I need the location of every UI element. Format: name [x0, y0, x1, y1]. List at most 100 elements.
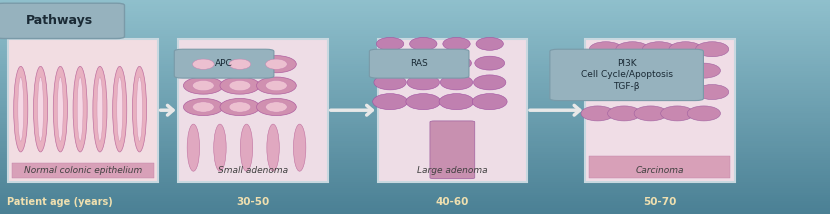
- Ellipse shape: [661, 106, 694, 121]
- Ellipse shape: [229, 102, 251, 112]
- Bar: [0, 0, 830, 2]
- Ellipse shape: [642, 42, 676, 57]
- Text: Normal colonic epithelium: Normal colonic epithelium: [24, 166, 142, 175]
- Bar: [0, 107, 830, 109]
- FancyBboxPatch shape: [174, 49, 274, 78]
- Bar: [0, 150, 830, 152]
- Ellipse shape: [117, 77, 123, 141]
- Ellipse shape: [229, 59, 251, 69]
- Bar: [0, 201, 830, 203]
- Ellipse shape: [214, 124, 226, 171]
- Ellipse shape: [581, 106, 614, 121]
- Ellipse shape: [77, 77, 83, 141]
- Ellipse shape: [373, 94, 408, 110]
- Bar: [0, 83, 830, 86]
- Ellipse shape: [441, 75, 473, 90]
- Bar: [0, 34, 830, 36]
- Ellipse shape: [669, 85, 702, 100]
- Ellipse shape: [696, 85, 729, 100]
- Ellipse shape: [475, 56, 505, 70]
- Ellipse shape: [294, 124, 306, 171]
- Ellipse shape: [472, 94, 507, 110]
- Bar: [0, 197, 830, 199]
- Ellipse shape: [193, 80, 214, 91]
- Bar: [0, 128, 830, 131]
- FancyBboxPatch shape: [585, 39, 735, 182]
- Bar: [0, 199, 830, 201]
- Ellipse shape: [476, 37, 504, 50]
- Bar: [0, 186, 830, 188]
- Bar: [0, 32, 830, 34]
- FancyBboxPatch shape: [178, 39, 328, 182]
- Bar: [0, 86, 830, 88]
- Bar: [0, 62, 830, 64]
- Bar: [0, 21, 830, 24]
- Bar: [0, 98, 830, 101]
- Bar: [0, 163, 830, 165]
- Bar: [0, 28, 830, 30]
- Ellipse shape: [608, 63, 641, 78]
- Bar: [0, 103, 830, 105]
- Bar: [0, 188, 830, 190]
- Ellipse shape: [266, 59, 287, 69]
- Ellipse shape: [97, 77, 103, 141]
- Bar: [0, 126, 830, 128]
- FancyBboxPatch shape: [550, 49, 704, 101]
- Ellipse shape: [220, 77, 260, 94]
- Bar: [0, 26, 830, 28]
- Text: Pathways: Pathways: [27, 14, 93, 27]
- Bar: [0, 96, 830, 98]
- Ellipse shape: [229, 80, 251, 91]
- FancyBboxPatch shape: [12, 163, 154, 178]
- Bar: [0, 60, 830, 62]
- Bar: [0, 124, 830, 126]
- Ellipse shape: [220, 98, 260, 116]
- Bar: [0, 143, 830, 146]
- FancyBboxPatch shape: [589, 156, 730, 178]
- Bar: [0, 101, 830, 103]
- Bar: [0, 118, 830, 120]
- Bar: [0, 152, 830, 154]
- Text: 40-60: 40-60: [436, 197, 469, 207]
- Ellipse shape: [642, 85, 676, 100]
- Bar: [0, 4, 830, 6]
- Bar: [0, 105, 830, 107]
- Bar: [0, 51, 830, 54]
- Ellipse shape: [256, 56, 296, 73]
- Bar: [0, 56, 830, 58]
- Ellipse shape: [581, 63, 614, 78]
- Bar: [0, 113, 830, 116]
- Bar: [0, 158, 830, 160]
- Ellipse shape: [408, 75, 440, 90]
- Ellipse shape: [608, 106, 641, 121]
- Ellipse shape: [256, 77, 296, 94]
- Ellipse shape: [474, 75, 506, 90]
- Ellipse shape: [410, 37, 437, 50]
- Ellipse shape: [687, 106, 720, 121]
- FancyBboxPatch shape: [0, 3, 124, 39]
- Ellipse shape: [669, 42, 702, 57]
- Ellipse shape: [53, 66, 67, 152]
- Bar: [0, 122, 830, 124]
- Bar: [0, 88, 830, 90]
- Ellipse shape: [589, 42, 622, 57]
- Bar: [0, 203, 830, 205]
- Ellipse shape: [18, 77, 24, 141]
- Text: Large adenoma: Large adenoma: [417, 166, 488, 175]
- Ellipse shape: [439, 94, 474, 110]
- Bar: [0, 131, 830, 133]
- Bar: [0, 15, 830, 17]
- Bar: [0, 109, 830, 111]
- Bar: [0, 49, 830, 51]
- Text: Patient age (years): Patient age (years): [7, 197, 112, 207]
- Ellipse shape: [57, 77, 63, 141]
- Bar: [0, 141, 830, 143]
- Bar: [0, 173, 830, 175]
- Bar: [0, 39, 830, 41]
- Bar: [0, 79, 830, 81]
- Bar: [0, 167, 830, 169]
- Ellipse shape: [406, 94, 441, 110]
- Bar: [0, 184, 830, 186]
- Text: PI3K
Cell Cycle/Apoptosis
TGF-β: PI3K Cell Cycle/Apoptosis TGF-β: [581, 59, 672, 91]
- Bar: [0, 146, 830, 148]
